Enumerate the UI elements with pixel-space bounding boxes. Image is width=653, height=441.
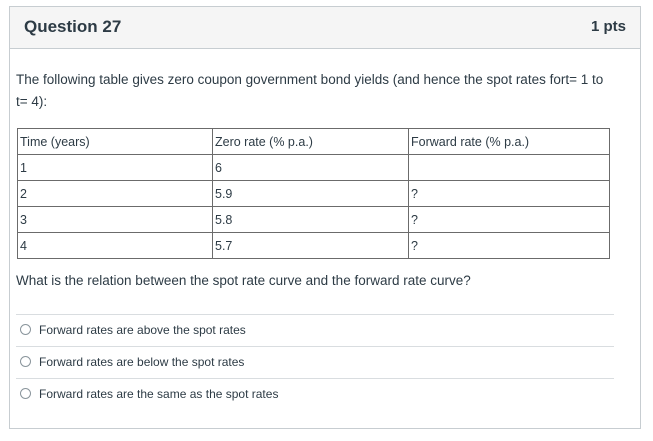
table-cell-time: 3 <box>17 206 213 233</box>
answer-list: Forward rates are above the spot rates F… <box>16 314 614 410</box>
table-row: 1 6 <box>17 154 610 181</box>
table-header-time: Time (years) <box>17 128 213 155</box>
table-cell-time: 4 <box>17 232 213 259</box>
answer-label[interactable]: Forward rates are the same as the spot r… <box>39 387 279 401</box>
table-row: 2 5.9 ? <box>17 180 610 207</box>
table-cell-forward-rate: ? <box>408 206 610 233</box>
table-cell-forward-rate: ? <box>408 180 610 207</box>
table-cell-zero-rate: 5.7 <box>212 232 409 259</box>
answer-option-above[interactable]: Forward rates are above the spot rates <box>16 314 614 346</box>
table-header-zero-rate: Zero rate (% p.a.) <box>212 128 409 155</box>
table-header-forward-rate: Forward rate (% p.a.) <box>408 128 610 155</box>
question-header: Question 27 1 pts <box>10 7 640 49</box>
table-cell-time: 1 <box>17 154 213 181</box>
answer-option-below[interactable]: Forward rates are below the spot rates <box>16 346 614 378</box>
question-points: 1 pts <box>590 18 626 35</box>
table-cell-zero-rate: 5.9 <box>212 180 409 207</box>
table-cell-time: 2 <box>17 180 213 207</box>
radio-button[interactable] <box>20 388 31 399</box>
question-title: Question 27 <box>24 17 122 36</box>
answer-label[interactable]: Forward rates are above the spot rates <box>39 323 246 337</box>
answer-option-same[interactable]: Forward rates are the same as the spot r… <box>16 378 614 410</box>
table-cell-forward-rate: ? <box>408 232 610 259</box>
table-header-row: Time (years) Zero rate (% p.a.) Forward … <box>17 128 610 155</box>
radio-button[interactable] <box>20 356 31 367</box>
question-intro: The following table gives zero coupon go… <box>16 72 604 109</box>
question-prompt: What is the relation between the spot ra… <box>16 273 471 288</box>
table-row: 4 5.7 ? <box>17 232 610 259</box>
radio-button[interactable] <box>20 324 31 335</box>
answer-label[interactable]: Forward rates are below the spot rates <box>39 355 245 369</box>
table-cell-zero-rate: 5.8 <box>212 206 409 233</box>
table-row: 3 5.8 ? <box>17 206 610 233</box>
rates-table: Time (years) Zero rate (% p.a.) Forward … <box>17 128 610 259</box>
table-cell-zero-rate: 6 <box>212 154 409 181</box>
table-cell-forward-rate <box>408 154 610 181</box>
